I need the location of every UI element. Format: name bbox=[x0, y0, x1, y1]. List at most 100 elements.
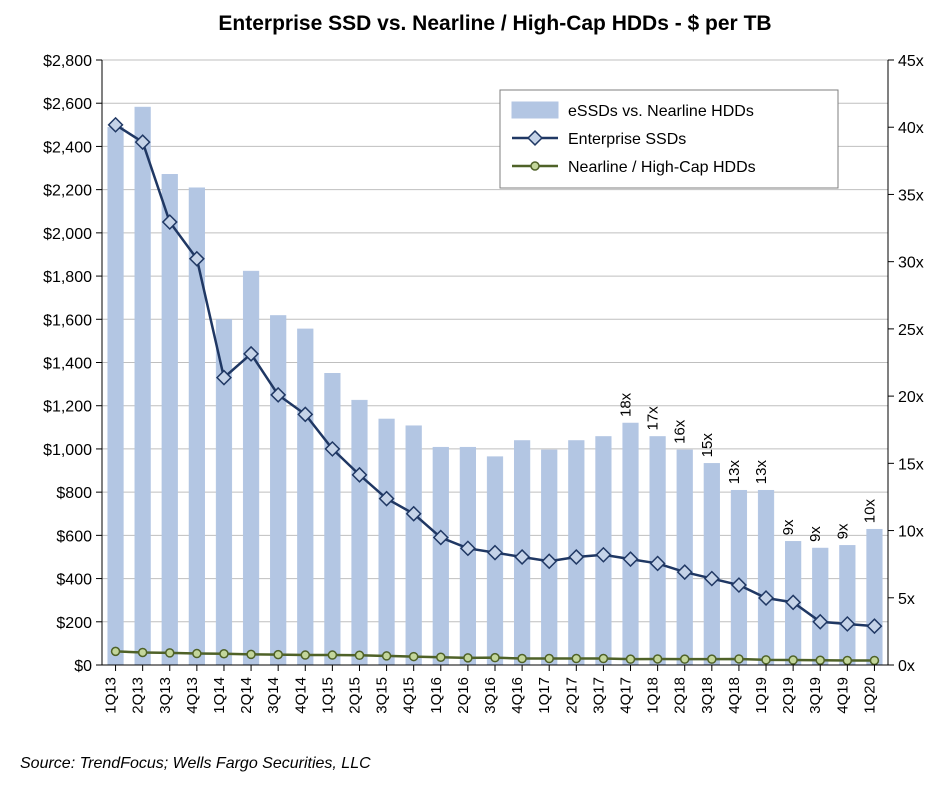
marker-circle bbox=[627, 655, 635, 663]
bar bbox=[623, 423, 639, 665]
bar-label: 13x bbox=[753, 460, 770, 485]
marker-circle bbox=[870, 656, 878, 664]
chart-svg: Enterprise SSD vs. Nearline / High-Cap H… bbox=[0, 0, 950, 788]
xlabel: 4Q13 bbox=[184, 677, 201, 714]
xlabel: 1Q19 bbox=[753, 677, 770, 714]
bar-label: 9x bbox=[807, 526, 824, 542]
bar bbox=[839, 545, 855, 665]
legend-label: eSSDs vs. Nearline HDDs bbox=[568, 103, 754, 120]
ylabel-left: $2,000 bbox=[43, 226, 92, 243]
bar-label: 9x bbox=[834, 523, 851, 539]
marker-circle bbox=[139, 648, 147, 656]
marker-circle bbox=[708, 655, 716, 663]
ylabel-left: $2,400 bbox=[43, 139, 92, 156]
ylabel-right: 15x bbox=[898, 456, 924, 473]
xlabel: 1Q16 bbox=[428, 677, 445, 714]
xlabel: 4Q17 bbox=[618, 677, 635, 714]
marker-circle bbox=[762, 656, 770, 664]
bar bbox=[650, 436, 666, 665]
bar-label: 18x bbox=[618, 392, 635, 417]
legend-label: Nearline / High-Cap HDDs bbox=[568, 159, 756, 176]
ylabel-right: 40x bbox=[898, 120, 924, 137]
xlabel: 2Q16 bbox=[455, 677, 472, 714]
bar bbox=[297, 329, 313, 665]
xlabel: 3Q13 bbox=[157, 677, 174, 714]
xlabel: 3Q18 bbox=[699, 677, 716, 714]
chart-container: Enterprise SSD vs. Nearline / High-Cap H… bbox=[0, 0, 950, 788]
marker-circle bbox=[545, 655, 553, 663]
xlabel: 1Q13 bbox=[103, 677, 120, 714]
bar-label: 17x bbox=[645, 406, 662, 431]
marker-circle bbox=[816, 656, 824, 664]
marker-circle bbox=[464, 654, 472, 662]
marker-circle bbox=[274, 651, 282, 659]
marker-circle bbox=[491, 654, 499, 662]
marker-circle bbox=[328, 651, 336, 659]
xlabel: 3Q16 bbox=[482, 677, 499, 714]
bar-label: 9x bbox=[780, 519, 797, 535]
xlabel: 4Q19 bbox=[834, 677, 851, 714]
legend-swatch-bar bbox=[512, 102, 558, 118]
marker-circle bbox=[410, 653, 418, 661]
ylabel-right: 35x bbox=[898, 187, 924, 204]
xlabel: 4Q18 bbox=[726, 677, 743, 714]
xlabel: 1Q18 bbox=[645, 677, 662, 714]
ylabel-left: $1,800 bbox=[43, 269, 92, 286]
xlabel: 1Q17 bbox=[536, 677, 553, 714]
ylabel-left: $2,800 bbox=[43, 53, 92, 70]
xlabel: 2Q13 bbox=[130, 677, 147, 714]
bar bbox=[406, 426, 422, 665]
bar bbox=[433, 447, 449, 665]
xlabel: 1Q14 bbox=[211, 677, 228, 714]
bar bbox=[270, 315, 286, 665]
bar-label: 13x bbox=[726, 460, 743, 485]
xlabel: 3Q15 bbox=[374, 677, 391, 714]
ylabel-left: $1,400 bbox=[43, 356, 92, 373]
bar bbox=[108, 127, 124, 665]
marker-circle bbox=[843, 656, 851, 664]
ylabel-left: $1,600 bbox=[43, 312, 92, 329]
xlabel: 1Q15 bbox=[319, 677, 336, 714]
xlabel: 4Q15 bbox=[401, 677, 418, 714]
legend-marker bbox=[531, 162, 539, 170]
bar bbox=[135, 107, 151, 665]
ylabel-right: 0x bbox=[898, 658, 915, 675]
ylabel-left: $1,000 bbox=[43, 442, 92, 459]
ylabel-right: 45x bbox=[898, 53, 924, 70]
xlabel: 2Q18 bbox=[672, 677, 689, 714]
bar-label: 15x bbox=[699, 433, 716, 458]
bar bbox=[352, 400, 368, 665]
xlabel: 2Q17 bbox=[563, 677, 580, 714]
marker-circle bbox=[599, 655, 607, 663]
xlabel: 4Q14 bbox=[292, 677, 309, 714]
marker-circle bbox=[789, 656, 797, 664]
xlabel: 3Q17 bbox=[590, 677, 607, 714]
chart-title: Enterprise SSD vs. Nearline / High-Cap H… bbox=[218, 12, 771, 35]
ylabel-right: 20x bbox=[898, 389, 924, 406]
marker-circle bbox=[220, 650, 228, 658]
bar bbox=[677, 450, 693, 665]
ylabel-left: $400 bbox=[56, 572, 92, 589]
legend-label: Enterprise SSDs bbox=[568, 131, 686, 148]
ylabel-right: 30x bbox=[898, 255, 924, 272]
ylabel-left: $2,200 bbox=[43, 183, 92, 200]
marker-circle bbox=[112, 647, 120, 655]
ylabel-right: 5x bbox=[898, 591, 915, 608]
source-text: Source: TrendFocus; Wells Fargo Securiti… bbox=[20, 755, 371, 772]
marker-circle bbox=[355, 651, 363, 659]
marker-circle bbox=[681, 655, 689, 663]
marker-circle bbox=[437, 653, 445, 661]
ylabel-left: $2,600 bbox=[43, 96, 92, 113]
xlabel: 3Q14 bbox=[265, 677, 282, 714]
ylabel-left: $800 bbox=[56, 485, 92, 502]
bar bbox=[325, 373, 341, 665]
ylabel-left: $200 bbox=[56, 615, 92, 632]
marker-circle bbox=[193, 650, 201, 658]
ylabel-right: 25x bbox=[898, 322, 924, 339]
bar bbox=[704, 463, 720, 665]
bar-label: 16x bbox=[672, 419, 689, 444]
marker-circle bbox=[518, 655, 526, 663]
bar bbox=[379, 419, 395, 665]
xlabel: 1Q20 bbox=[861, 677, 878, 714]
xlabel: 3Q19 bbox=[807, 677, 824, 714]
